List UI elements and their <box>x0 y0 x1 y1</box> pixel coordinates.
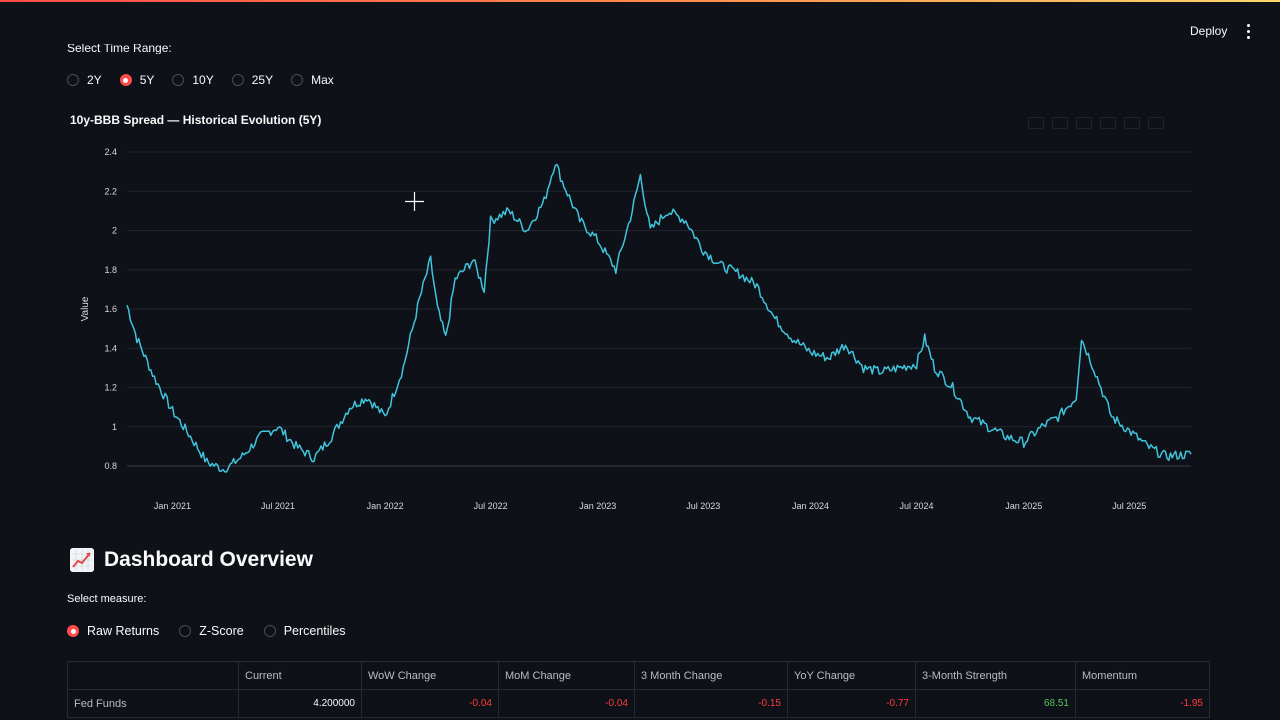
measure-radio-group: Raw Returns Z-Score Percentiles <box>67 624 366 638</box>
measure-option-z-score[interactable]: Z-Score <box>179 624 244 638</box>
series-line <box>126 163 1192 473</box>
radio-circle-icon <box>179 625 192 637</box>
zoom-icon[interactable] <box>1052 117 1068 129</box>
reset-axes-icon[interactable] <box>1148 117 1164 129</box>
y-axis-label: Value <box>80 296 91 321</box>
radio-circle-icon <box>291 74 304 86</box>
x-tick-label: Jan 2024 <box>792 501 829 511</box>
y-tick-label: 2.2 <box>104 186 117 196</box>
table-row[interactable]: Fed Funds 4.200000 -0.04 -0.04 -0.15 -0.77 68.… <box>67 689 1210 718</box>
measure-label: Select measure: <box>67 593 147 605</box>
table-cell: 4.200000 <box>238 689 362 718</box>
radio-circle-icon <box>67 74 79 86</box>
y-tick-label: 2.4 <box>104 147 117 157</box>
x-tick-label: Jan 2023 <box>579 501 616 511</box>
column-header[interactable]: MoM Change <box>498 661 635 690</box>
row-label-cell: Fed Funds <box>67 689 239 718</box>
radio-label: Percentiles <box>283 624 346 638</box>
x-tick-label: Jan 2022 <box>367 501 404 511</box>
column-header[interactable]: 3-Month Strength <box>915 661 1076 690</box>
radio-circle-icon <box>172 74 185 86</box>
spread-line-chart[interactable]: 0.8 1 1.2 1.4 1.6 1.8 2 2.2 2.4 Jan 2021 Jul 2021 J… <box>0 0 1280 530</box>
y-tick-label: 2 <box>112 226 117 236</box>
table-cell: 68.51 <box>915 689 1076 718</box>
camera-icon[interactable] <box>1028 117 1044 129</box>
y-tick-label: 1.2 <box>104 383 117 393</box>
measure-option-raw-returns[interactable]: Raw Returns <box>67 624 159 638</box>
y-tick-label: 1 <box>112 422 117 432</box>
chart-increasing-icon <box>70 548 94 572</box>
radio-label: 25Y <box>251 73 274 87</box>
time-range-option-max[interactable]: Max <box>291 73 334 87</box>
chart-title: 10y-BBB Spread — Historical Evolution (5… <box>70 113 322 127</box>
time-range-label: Select Time Range: <box>67 44 172 54</box>
time-range-option-2y[interactable]: 2Y <box>67 73 102 87</box>
radio-label: 5Y <box>139 73 155 87</box>
radio-label: Max <box>311 73 334 87</box>
zoom-out-icon[interactable] <box>1124 117 1140 129</box>
vertical-dots-icon[interactable] <box>1238 20 1258 42</box>
time-range-option-10y[interactable]: 10Y <box>172 73 214 87</box>
radio-label: Raw Returns <box>87 624 160 638</box>
x-tick-label: Jul 2021 <box>261 501 295 511</box>
column-header-index[interactable] <box>67 661 239 690</box>
x-tick-label: Jan 2021 <box>154 501 191 511</box>
time-range-radio-group: 2Y 5Y 10Y 25Y Max <box>67 73 352 87</box>
radio-circle-icon <box>231 74 244 86</box>
y-tick-label: 1.4 <box>104 343 117 353</box>
x-tick-label: Jul 2025 <box>1112 501 1146 511</box>
dashboard-title: Dashboard Overview <box>70 548 313 572</box>
y-tick-label: 1.6 <box>104 304 117 314</box>
radio-label: 2Y <box>87 73 102 87</box>
zoom-in-icon[interactable] <box>1100 117 1116 129</box>
radio-circle-icon <box>263 625 276 637</box>
pan-icon[interactable] <box>1076 117 1092 129</box>
table-cell: -0.77 <box>787 689 916 718</box>
chart-toolbar[interactable] <box>1028 117 1164 129</box>
table-cell: -0.15 <box>634 689 788 718</box>
time-range-option-5y[interactable]: 5Y <box>119 73 155 87</box>
measure-option-percentiles[interactable]: Percentiles <box>263 624 346 638</box>
radio-label: Z-Score <box>199 624 244 638</box>
time-range-option-25y[interactable]: 25Y <box>231 73 274 87</box>
x-tick-label: Jul 2023 <box>686 501 720 511</box>
column-header[interactable]: Momentum <box>1075 661 1210 690</box>
radio-label: 10Y <box>192 73 214 87</box>
table-cell: -1.95 <box>1075 689 1210 718</box>
x-tick-label: Jan 2025 <box>1005 501 1042 511</box>
y-tick-label: 1.8 <box>104 265 117 275</box>
column-header[interactable]: 3 Month Change <box>634 661 788 690</box>
deploy-button[interactable]: Deploy <box>1180 20 1237 42</box>
table-cell: -0.04 <box>498 689 635 718</box>
crosshair-cursor-icon <box>405 192 424 211</box>
table-cell: -0.04 <box>361 689 499 718</box>
x-tick-label: Jul 2022 <box>474 501 508 511</box>
radio-circle-icon <box>67 625 79 637</box>
column-header[interactable]: Current <box>238 661 362 690</box>
radio-circle-icon <box>119 74 132 86</box>
column-header[interactable]: WoW Change <box>361 661 499 690</box>
dashboard-table: Current WoW Change MoM Change 3 Month Chang… <box>67 661 1210 718</box>
top-accent-bar <box>0 0 1280 2</box>
column-header[interactable]: YoY Change <box>787 661 916 690</box>
y-tick-label: 0.8 <box>104 461 117 471</box>
x-tick-label: Jul 2024 <box>900 501 934 511</box>
